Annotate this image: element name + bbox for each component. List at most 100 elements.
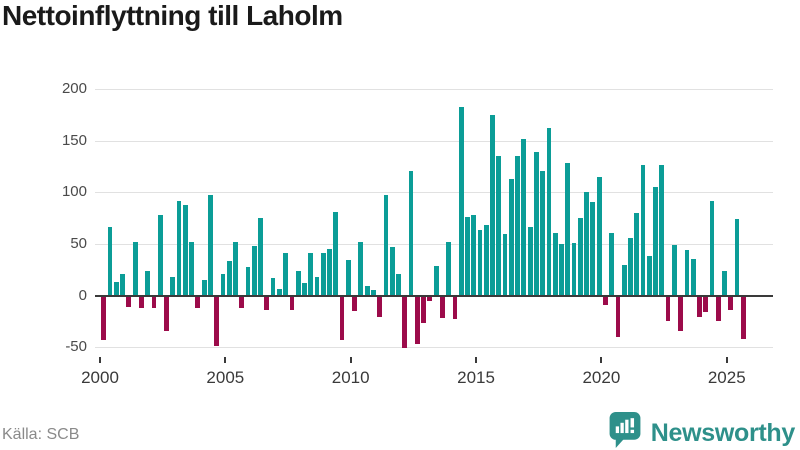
bar-2018Q2: [559, 243, 564, 296]
bar-2009Q3: [339, 295, 345, 340]
bar-2009Q1: [327, 249, 332, 296]
bar-2009Q2: [333, 211, 339, 296]
bar-2020Q4: [621, 264, 627, 296]
bar-2012Q3: [414, 295, 420, 344]
bar-2020Q3: [615, 295, 621, 337]
bar-2014Q4: [471, 215, 477, 296]
bar-2023Q1: [678, 295, 684, 331]
bar-2015Q1: [477, 230, 483, 296]
bar-2011Q2: [383, 195, 389, 296]
bar-2024Q2: [709, 200, 715, 296]
bar-2007Q4: [295, 270, 301, 296]
bar-2004Q1: [201, 280, 207, 296]
x-axis-zero-line: [95, 294, 773, 297]
bar-2012Q1: [402, 295, 408, 349]
bar-2001Q3: [139, 295, 144, 308]
bar-2000Q1: [101, 295, 107, 340]
bar-2008Q2: [308, 253, 314, 296]
bar-2018Q1: [552, 232, 558, 296]
bar-2003Q1: [176, 200, 182, 296]
bar-2012Q2: [408, 170, 414, 296]
bar-2013Q2: [433, 265, 439, 296]
bar-2001Q1: [126, 295, 132, 307]
y-axis-label: 150: [61, 131, 87, 149]
bar-2010Q4: [371, 290, 376, 296]
bar-2010Q2: [358, 241, 364, 296]
bar-2001Q2: [132, 241, 138, 296]
bar-2005Q3: [239, 295, 245, 308]
bar-2014Q3: [465, 217, 470, 296]
bar-2019Q3: [590, 201, 596, 296]
bar-2005Q2: [233, 241, 238, 296]
x-axis-label: 2000: [81, 368, 119, 387]
bar-2022Q2: [659, 165, 665, 296]
bar-2025Q1: [728, 295, 734, 310]
bar-2002Q3: [164, 295, 169, 331]
bar-2012Q4: [421, 295, 426, 324]
bar-2025Q3: [740, 295, 746, 339]
bar-2002Q1: [151, 295, 157, 308]
bar-2008Q1: [302, 283, 307, 296]
bar-2013Q3: [439, 295, 445, 319]
bar-2025Q2: [734, 219, 740, 296]
bar-2018Q4: [571, 242, 577, 296]
bar-2006Q3: [264, 295, 270, 310]
x-axis-label: 2010: [331, 368, 370, 387]
bar-2007Q2: [283, 253, 289, 296]
bar-2016Q1: [502, 233, 508, 296]
bar-2016Q3: [515, 156, 521, 296]
x-axis-tick: [600, 357, 603, 363]
bar-2019Q4: [596, 176, 602, 296]
bar-2001Q4: [145, 270, 151, 296]
newsworthy-wordmark: Newsworthy: [650, 418, 796, 447]
bar-2006Q2: [258, 218, 263, 296]
y-axis-label: 200: [61, 80, 87, 98]
bar-2008Q4: [320, 253, 326, 296]
newsworthy-bubble-chart-icon: [608, 412, 642, 450]
bar-2021Q1: [628, 237, 633, 296]
bar-2006Q1: [251, 245, 257, 296]
x-axis-tick: [224, 357, 227, 363]
bar-2004Q2: [207, 195, 213, 296]
bar-2008Q3: [314, 276, 320, 296]
gridline: [95, 89, 773, 91]
x-axis-tick: [349, 357, 352, 363]
x-axis-label: 2025: [707, 368, 746, 387]
bar-2018Q3: [565, 163, 571, 296]
bar-2023Q4: [697, 295, 702, 318]
bar-2004Q4: [220, 273, 226, 296]
bar-2016Q4: [521, 138, 527, 296]
bar-2014Q1: [452, 295, 458, 320]
bar-2004Q3: [214, 295, 220, 347]
bar-2023Q3: [690, 259, 696, 296]
x-axis-label: 2020: [582, 368, 621, 387]
bar-2020Q1: [603, 295, 608, 305]
bar-2003Q3: [189, 241, 194, 296]
x-axis-label: 2015: [457, 368, 495, 387]
bar-2005Q1: [226, 261, 232, 296]
bar-2017Q2: [534, 152, 539, 296]
bar-2014Q2: [458, 106, 464, 296]
y-axis-label: -50: [65, 338, 87, 356]
bar-2007Q3: [289, 295, 295, 310]
bar-2024Q3: [715, 295, 721, 322]
bar-2003Q2: [182, 204, 188, 296]
bar-2017Q1: [527, 227, 533, 296]
bar-2002Q4: [170, 276, 176, 296]
bar-2020Q2: [609, 232, 615, 296]
gridline: [95, 243, 773, 245]
bar-2006Q4: [270, 277, 276, 296]
y-axis-label: 50: [70, 234, 87, 252]
bar-2010Q3: [364, 286, 370, 296]
source-label: Källa: SCB: [2, 426, 80, 443]
bar-2021Q3: [640, 165, 646, 296]
bar-2007Q1: [276, 289, 282, 296]
bar-2010Q1: [352, 295, 357, 311]
bar-2019Q1: [577, 218, 583, 296]
bar-2022Q1: [653, 187, 658, 296]
bar-2011Q4: [396, 273, 401, 296]
bar-2000Q3: [113, 282, 119, 296]
bar-2016Q2: [508, 178, 514, 296]
